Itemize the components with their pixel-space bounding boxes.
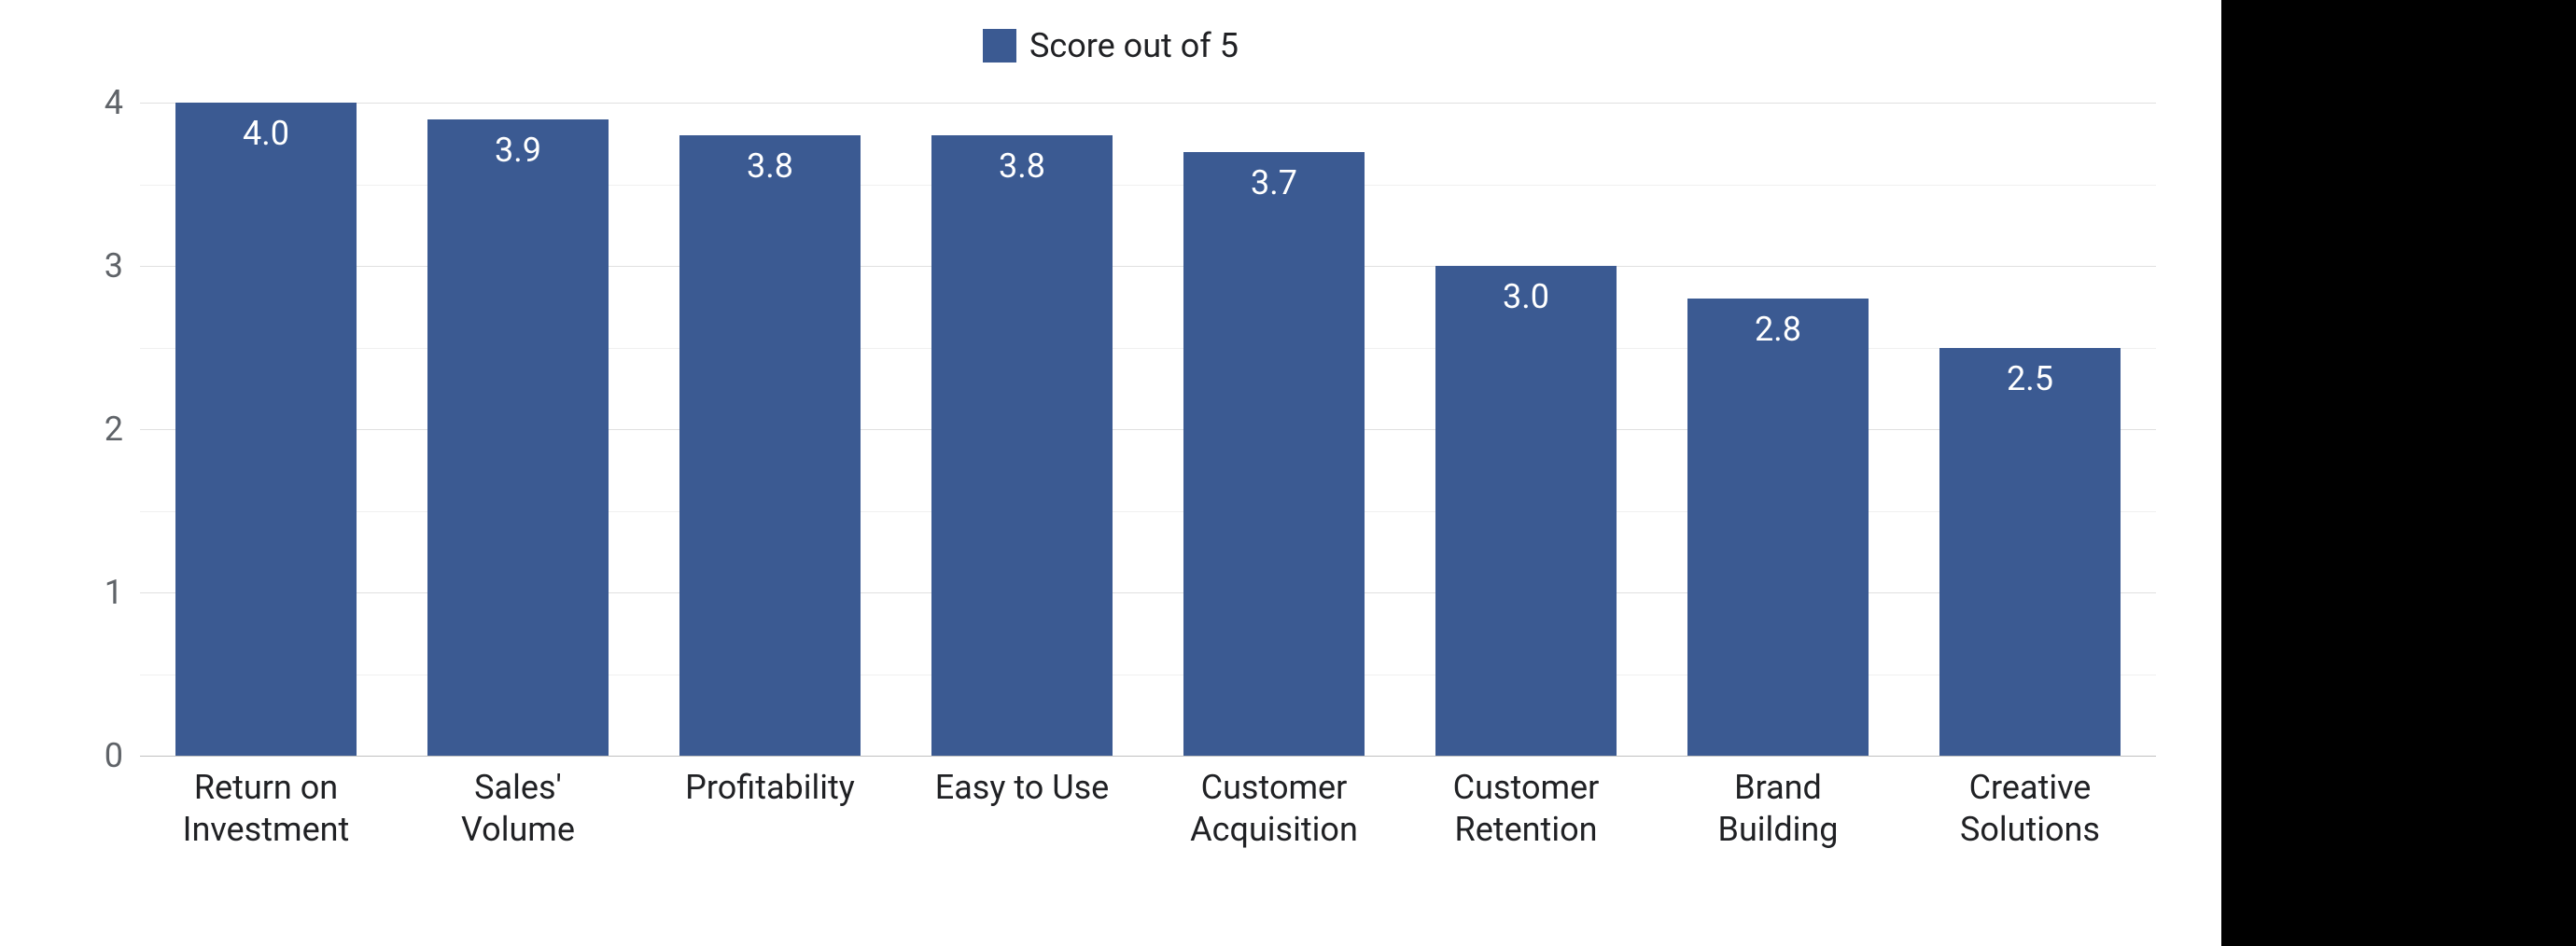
bar-slot: 3.9 xyxy=(392,103,644,756)
x-axis-label: Brand Building xyxy=(1652,767,1904,851)
bar-value-label: 3.7 xyxy=(1183,163,1365,202)
bar-value-label: 2.8 xyxy=(1687,310,1869,349)
x-axis-label: Customer Acquisition xyxy=(1148,767,1400,851)
bar-slot: 3.8 xyxy=(644,103,896,756)
bar-slot: 2.8 xyxy=(1652,103,1904,756)
x-axis-label: Sales' Volume xyxy=(392,767,644,851)
x-axis-label: Customer Retention xyxy=(1400,767,1652,851)
bar-value-label: 3.0 xyxy=(1435,277,1617,316)
bar: 3.7 xyxy=(1183,152,1365,757)
bar-value-label: 4.0 xyxy=(175,114,357,153)
x-axis-label: Creative Solutions xyxy=(1904,767,2156,851)
bar-slot: 3.0 xyxy=(1400,103,1652,756)
bar: 3.8 xyxy=(679,135,861,756)
bar-value-label: 2.5 xyxy=(1939,359,2121,398)
bar-slot: 4.0 xyxy=(140,103,392,756)
bar: 4.0 xyxy=(175,103,357,756)
bar-slot: 3.7 xyxy=(1148,103,1400,756)
bar: 3.8 xyxy=(931,135,1113,756)
right-black-band xyxy=(2221,0,2576,946)
y-tick-label: 0 xyxy=(105,736,123,775)
bar: 3.9 xyxy=(427,119,609,757)
bar-value-label: 3.9 xyxy=(427,131,609,170)
bar: 2.5 xyxy=(1939,348,2121,757)
x-axis-label: Easy to Use xyxy=(896,767,1148,851)
legend-label: Score out of 5 xyxy=(1029,26,1239,65)
x-axis-label: Return on Investment xyxy=(140,767,392,851)
bar: 2.8 xyxy=(1687,299,1869,756)
bar-slot: 3.8 xyxy=(896,103,1148,756)
x-axis-label: Profitability xyxy=(644,767,896,851)
y-tick-label: 2 xyxy=(105,410,123,449)
bars-row: 4.0 3.9 3.8 3.8 3.7 3.0 2.8 2.5 xyxy=(140,103,2156,756)
x-axis-labels: Return on InvestmentSales' VolumeProfita… xyxy=(140,767,2156,851)
y-tick-label: 1 xyxy=(105,573,123,612)
gridline xyxy=(140,756,2156,757)
y-tick-label: 3 xyxy=(105,246,123,285)
bar-value-label: 3.8 xyxy=(679,146,861,186)
bar-chart: Score out of 5 0 1 2 3 4 4.0 3.9 3.8 3.8 3.7 3.0 2.… xyxy=(0,0,2221,946)
bar-value-label: 3.8 xyxy=(931,146,1113,186)
y-tick-label: 4 xyxy=(105,83,123,122)
chart-legend: Score out of 5 xyxy=(0,26,2221,65)
bar: 3.0 xyxy=(1435,266,1617,756)
bar-slot: 2.5 xyxy=(1904,103,2156,756)
legend-swatch xyxy=(983,29,1016,63)
plot-area: 012344.03.93.83.83.73.02.82.5 xyxy=(140,103,2156,756)
